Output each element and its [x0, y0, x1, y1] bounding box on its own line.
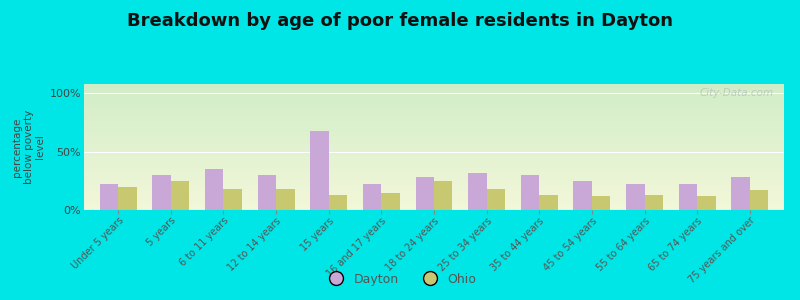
- Bar: [434, 181, 453, 210]
- Bar: [100, 184, 118, 210]
- Bar: [363, 184, 382, 210]
- Bar: [750, 190, 768, 210]
- Text: City-Data.com: City-Data.com: [699, 88, 774, 98]
- Bar: [329, 195, 347, 210]
- Bar: [486, 189, 505, 210]
- Bar: [678, 184, 697, 210]
- Bar: [521, 175, 539, 210]
- Bar: [626, 184, 645, 210]
- Bar: [415, 177, 434, 210]
- Y-axis label: percentage
below poverty
level: percentage below poverty level: [12, 110, 46, 184]
- Bar: [205, 169, 223, 210]
- Bar: [382, 193, 400, 210]
- Bar: [574, 181, 592, 210]
- Bar: [171, 181, 190, 210]
- Bar: [258, 175, 276, 210]
- Text: Breakdown by age of poor female residents in Dayton: Breakdown by age of poor female resident…: [127, 12, 673, 30]
- Bar: [731, 177, 750, 210]
- Bar: [153, 175, 171, 210]
- Bar: [118, 187, 137, 210]
- Bar: [645, 195, 663, 210]
- Bar: [276, 189, 294, 210]
- Bar: [697, 196, 715, 210]
- Bar: [310, 131, 329, 210]
- Legend: Dayton, Ohio: Dayton, Ohio: [318, 268, 482, 291]
- Bar: [223, 189, 242, 210]
- Bar: [468, 173, 486, 210]
- Bar: [539, 195, 558, 210]
- Bar: [592, 196, 610, 210]
